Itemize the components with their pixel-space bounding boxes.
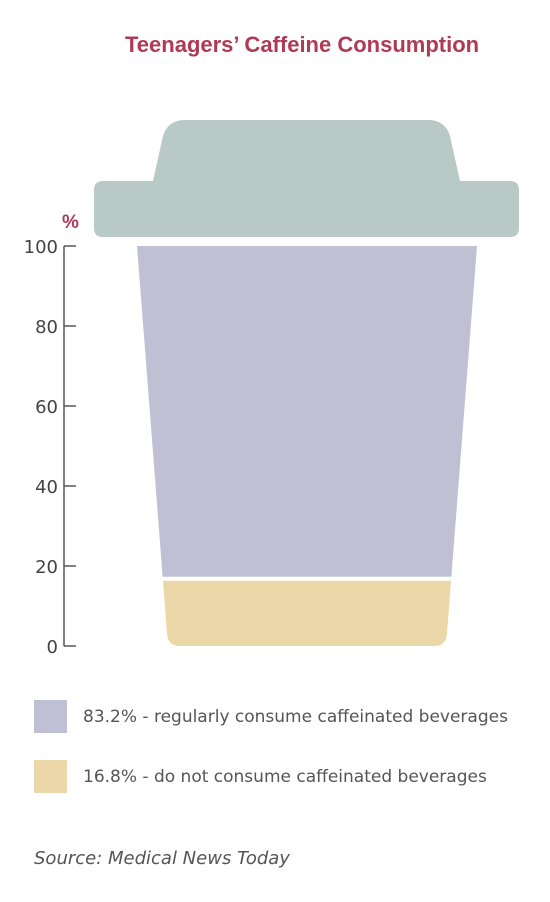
y-tick-label: 0 xyxy=(47,637,58,658)
segment-regular-caffeine xyxy=(137,246,477,577)
legend-label-regular: 83.2% - regularly consume caffeinated be… xyxy=(83,706,508,727)
legend-swatch-regular xyxy=(34,700,67,733)
legend-item-none: 16.8% - do not consume caffeinated bever… xyxy=(34,760,487,793)
y-axis-label: % xyxy=(62,212,79,233)
cup-segments xyxy=(137,246,477,646)
segment-no-caffeine xyxy=(162,580,452,646)
legend-swatch-none xyxy=(34,760,67,793)
y-tick-label: 100 xyxy=(24,237,58,258)
cup-lid-shape xyxy=(94,120,519,237)
y-tick-label: 80 xyxy=(35,317,58,338)
y-tick-label: 40 xyxy=(35,477,58,498)
y-axis: 0 20 40 60 80 100% xyxy=(24,212,79,658)
legend-item-regular: 83.2% - regularly consume caffeinated be… xyxy=(34,700,508,733)
chart-title: Teenagers’ Caffeine Consumption xyxy=(125,32,480,57)
cup-lid xyxy=(94,120,519,237)
y-tick-label: 20 xyxy=(35,557,58,578)
y-tick-label: 60 xyxy=(35,397,58,418)
source-note: Source: Medical News Today xyxy=(34,848,290,869)
legend-label-none: 16.8% - do not consume caffeinated bever… xyxy=(83,766,487,787)
